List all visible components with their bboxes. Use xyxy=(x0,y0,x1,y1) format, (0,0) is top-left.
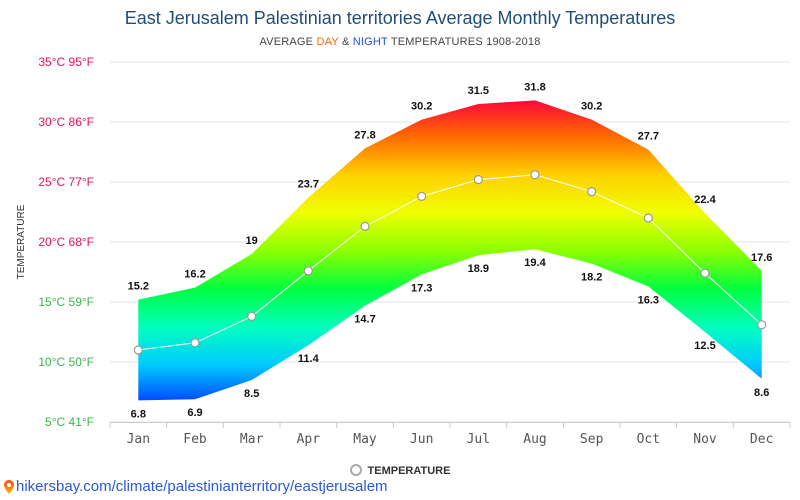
subtitle-night: NIGHT xyxy=(352,36,388,48)
day-value-label: 16.2 xyxy=(184,269,205,281)
mean-temperature-point xyxy=(133,345,143,355)
mean-temperature-point xyxy=(587,187,597,197)
day-value-label: 30.2 xyxy=(411,101,432,113)
y-tick-label: 35°C 95°F xyxy=(38,55,94,69)
night-value-label: 12.5 xyxy=(694,340,715,352)
subtitle-day: DAY xyxy=(316,36,339,48)
day-value-label: 31.8 xyxy=(524,81,545,93)
day-value-label: 22.4 xyxy=(694,194,716,206)
night-value-label: 18.9 xyxy=(468,263,489,275)
night-value-label: 6.9 xyxy=(187,407,202,419)
day-value-label: 15.2 xyxy=(128,281,149,293)
day-value-label: 27.8 xyxy=(354,129,375,141)
y-tick-label: 20°C 68°F xyxy=(38,235,94,249)
x-tick-label: Feb xyxy=(183,432,207,447)
x-tick-label: Oct xyxy=(637,432,660,447)
day-value-label: 19 xyxy=(246,235,258,247)
mean-temperature-point xyxy=(360,221,370,231)
subtitle-amp: & xyxy=(338,36,353,48)
mean-temperature-point xyxy=(643,213,653,223)
mean-temperature-point xyxy=(190,338,200,348)
mean-temperature-point xyxy=(247,311,257,321)
mean-temperature-point xyxy=(700,268,710,278)
y-tick-label: 10°C 50°F xyxy=(38,355,94,369)
subtitle-prefix: AVERAGE xyxy=(259,36,317,48)
temperature-range-area xyxy=(138,100,762,401)
legend-marker-icon xyxy=(349,464,362,476)
y-tick-label: 15°C 59°F xyxy=(38,295,94,309)
x-tick-label: Jul xyxy=(467,432,490,447)
legend-label: TEMPERATURE xyxy=(367,465,451,477)
mean-temperature-point xyxy=(303,266,313,276)
x-tick-label: Nov xyxy=(693,432,717,447)
mean-temperature-point xyxy=(530,170,540,180)
chart-legend[interactable]: TEMPERATURE xyxy=(0,464,800,477)
y-tick-label: 30°C 86°F xyxy=(38,115,94,129)
y-tick-label: 25°C 77°F xyxy=(38,175,94,189)
location-pin-icon xyxy=(4,479,14,494)
mean-temperature-point xyxy=(757,320,767,330)
night-value-label: 8.5 xyxy=(244,388,259,400)
day-value-label: 17.6 xyxy=(751,252,772,264)
night-value-label: 14.7 xyxy=(354,314,375,326)
source-link[interactable]: hikersbay.com/climate/palestinianterrito… xyxy=(4,478,388,495)
day-value-label: 27.7 xyxy=(638,131,659,143)
mean-temperature-line xyxy=(138,174,763,351)
day-value-label: 30.2 xyxy=(581,101,602,113)
x-tick-label: Jun xyxy=(410,432,433,447)
chart-title: East Jerusalem Palestinian territories A… xyxy=(124,8,676,28)
night-value-label: 8.6 xyxy=(754,387,769,399)
x-tick-label: Jan xyxy=(127,432,150,447)
source-url: hikersbay.com/climate/palestinianterrito… xyxy=(16,478,388,495)
temperature-chart: 35°C 95°F 30°C 86°F 25°C 77°F 20°C 68°F 15°C… xyxy=(16,55,791,447)
night-value-label: 11.4 xyxy=(298,353,320,365)
x-tick-label: May xyxy=(353,432,377,447)
mean-temperature-point xyxy=(417,191,427,201)
y-tick-label: 5°C 41°F xyxy=(45,415,94,429)
y-axis-title: TEMPERATURE xyxy=(16,204,27,279)
chart-subtitle: AVERAGE DAY & NIGHT TEMPERATURES 1908-20… xyxy=(0,36,800,48)
day-value-label: 31.5 xyxy=(468,85,489,97)
subtitle-suffix: TEMPERATURES 1908-2018 xyxy=(387,36,541,48)
x-tick-label: Sep xyxy=(580,432,604,447)
x-tick-label: Mar xyxy=(240,432,264,447)
mean-temperature-point xyxy=(473,175,483,185)
x-tick-label: Apr xyxy=(297,432,321,447)
x-tick-label: Aug xyxy=(523,432,546,447)
x-tick-label: Dec xyxy=(750,432,773,447)
night-value-label: 18.2 xyxy=(581,272,602,284)
night-value-label: 19.4 xyxy=(524,257,546,269)
night-value-label: 17.3 xyxy=(411,282,432,294)
night-value-label: 6.8 xyxy=(131,408,146,420)
night-value-label: 16.3 xyxy=(638,294,659,306)
day-value-label: 23.7 xyxy=(298,179,319,191)
